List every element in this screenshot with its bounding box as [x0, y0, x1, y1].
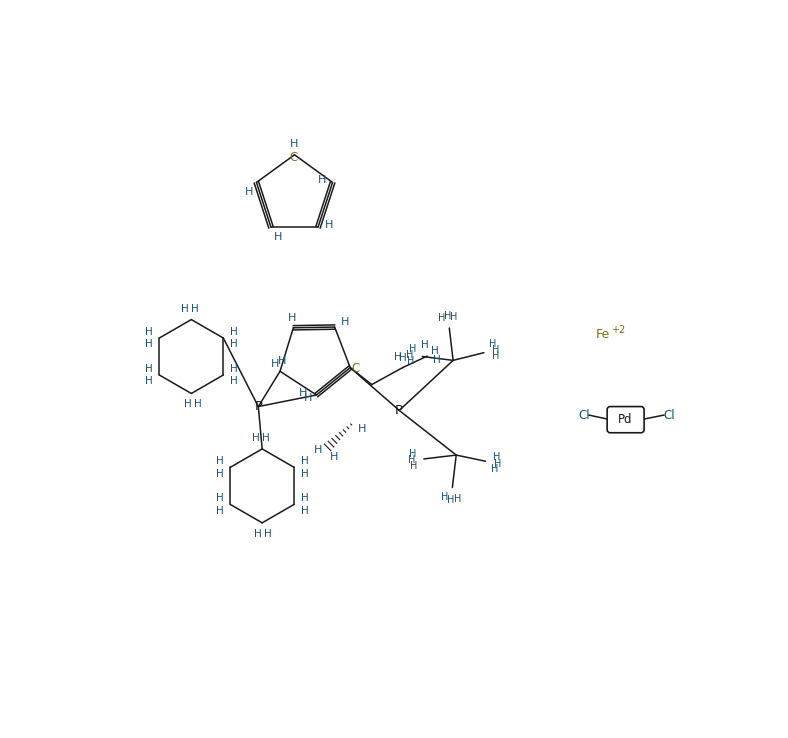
Text: H: H	[409, 344, 416, 354]
Text: H: H	[145, 327, 152, 337]
Text: H: H	[288, 313, 297, 323]
Text: H: H	[318, 175, 326, 185]
Text: H: H	[489, 339, 496, 349]
Text: H: H	[493, 452, 501, 463]
Text: H: H	[252, 433, 260, 443]
Text: H: H	[454, 494, 461, 504]
Text: C: C	[351, 362, 360, 375]
Text: H: H	[191, 304, 199, 314]
Text: H: H	[421, 340, 429, 351]
Text: H: H	[407, 350, 414, 360]
Text: H: H	[399, 353, 407, 362]
FancyBboxPatch shape	[607, 407, 644, 432]
Text: P: P	[396, 404, 403, 417]
Text: H: H	[301, 469, 309, 478]
Text: H: H	[491, 464, 498, 475]
Text: H: H	[245, 187, 254, 198]
Text: H: H	[181, 304, 189, 314]
Text: Fe: Fe	[596, 328, 610, 342]
Text: H: H	[184, 399, 191, 410]
Text: H: H	[441, 492, 448, 503]
Text: H: H	[408, 455, 415, 466]
Text: H: H	[271, 359, 280, 368]
Text: H: H	[407, 356, 414, 366]
Text: H: H	[494, 459, 501, 469]
Text: H: H	[409, 449, 416, 459]
Text: H: H	[145, 376, 152, 386]
Text: H: H	[431, 345, 439, 356]
Text: H: H	[230, 364, 238, 374]
Text: H: H	[278, 356, 287, 365]
Text: H: H	[492, 351, 500, 361]
Text: H: H	[215, 506, 223, 516]
Text: H: H	[265, 528, 272, 539]
Text: H: H	[301, 456, 309, 466]
Text: H: H	[145, 339, 152, 349]
Text: Cl: Cl	[578, 409, 590, 421]
Text: H: H	[358, 424, 366, 434]
Text: H: H	[290, 139, 299, 149]
Text: H: H	[262, 433, 270, 443]
Text: H: H	[444, 311, 452, 321]
Text: H: H	[411, 461, 418, 472]
Text: H: H	[433, 355, 440, 365]
Text: H: H	[230, 376, 238, 386]
Text: H: H	[301, 506, 309, 516]
Text: H: H	[448, 494, 455, 505]
Text: H: H	[299, 388, 307, 399]
Text: H: H	[340, 317, 349, 328]
Text: +2: +2	[611, 325, 625, 334]
Text: H: H	[304, 393, 312, 403]
Text: Cl: Cl	[663, 409, 675, 421]
Text: H: H	[492, 345, 500, 355]
Text: H: H	[230, 327, 238, 337]
Text: H: H	[194, 399, 202, 410]
Text: H: H	[255, 528, 262, 539]
Text: H: H	[451, 311, 458, 322]
Text: H: H	[394, 352, 402, 362]
Text: C: C	[290, 151, 298, 165]
Text: H: H	[314, 445, 322, 455]
Text: H: H	[230, 339, 238, 349]
Text: Pd: Pd	[619, 413, 633, 426]
Text: H: H	[273, 232, 282, 242]
Text: H: H	[325, 220, 333, 230]
Text: P: P	[255, 400, 262, 413]
Text: H: H	[301, 493, 309, 503]
Text: H: H	[145, 364, 152, 374]
Text: H: H	[215, 469, 223, 478]
Text: H: H	[215, 493, 223, 503]
Text: H: H	[438, 313, 445, 323]
Text: H: H	[329, 452, 338, 462]
Text: H: H	[215, 456, 223, 466]
